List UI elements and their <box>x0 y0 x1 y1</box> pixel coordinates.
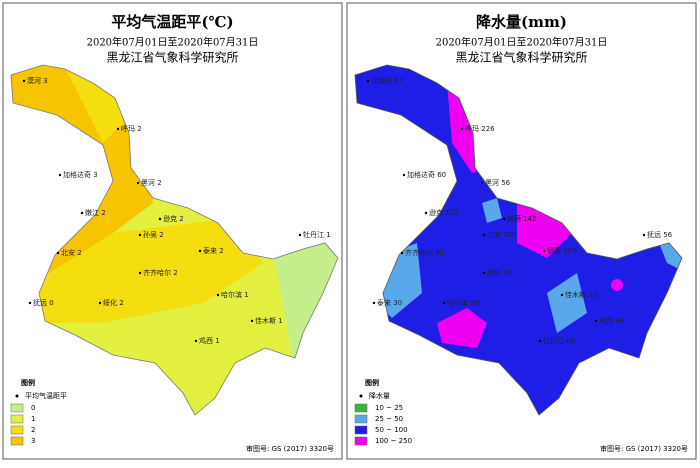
station-dot <box>482 233 486 237</box>
station-label: 加格达奇 60 <box>407 170 446 179</box>
station-label: 牡丹江 66 <box>543 336 576 345</box>
panel: 平均气温距平(℃) 2020年07月01日至2020年07月31日黑龙江省气象科学… <box>2 2 343 460</box>
station-dot <box>298 233 302 237</box>
title: 降水量(mm) <box>476 13 567 31</box>
station-label: 抚远 56 <box>647 230 673 239</box>
legend-label: 0 <box>31 404 35 412</box>
station-dot <box>198 249 202 253</box>
legend-swatch <box>10 414 24 424</box>
station-label: 泰来 2 <box>203 246 224 255</box>
legend-swatch <box>354 414 368 424</box>
legend-swatch <box>354 436 368 446</box>
station-dot <box>460 127 464 131</box>
legend-title: 图例 <box>21 378 35 387</box>
station-label: 哈尔滨 1 <box>221 290 249 299</box>
station-dot <box>502 217 506 221</box>
station-label: 齐齐哈尔 42 <box>405 248 444 257</box>
station-dot <box>402 173 406 177</box>
panel: 降水量(mm) 2020年07月01日至2020年07月31日黑龙江省气象科学研究… <box>346 2 697 460</box>
legend-dot <box>15 394 19 398</box>
date-range: 2020年07月01日至2020年07月31日 <box>436 36 608 49</box>
station-dot <box>400 251 404 255</box>
station-label: 抚远 0 <box>33 298 54 307</box>
legend-label: 50 ~ 100 <box>375 426 408 434</box>
legend-label: 25 ~ 50 <box>375 415 403 423</box>
station-dot <box>216 293 220 297</box>
organization: 黑龙江省气象科学研究所 <box>106 50 238 65</box>
station-dot <box>22 79 26 83</box>
station-label: 泰来 30 <box>377 298 402 307</box>
organization: 黑龙江省气象科学研究所 <box>455 50 587 65</box>
station-label: 北安 100 <box>487 230 517 239</box>
station-dot <box>482 271 486 275</box>
station-label: 哈尔滨 99 <box>447 298 479 307</box>
station-dot <box>136 181 140 185</box>
legend-swatch <box>354 403 368 413</box>
station-label: 绥化 47 <box>487 268 512 277</box>
station-label: 逊克 172 <box>429 208 459 217</box>
station-dot <box>138 271 142 275</box>
station-dot <box>594 319 598 323</box>
station-label: 嫩江 2 <box>85 208 106 217</box>
station-label: 佳木斯 72 <box>565 290 597 299</box>
date-range: 2020年07月01日至2020年07月31日 <box>87 36 259 49</box>
legend-label: 100 ~ 250 <box>375 437 412 445</box>
legend-label: 10 ~ 25 <box>375 404 403 412</box>
station-label: 漠河 3 <box>27 76 48 85</box>
station-dot <box>542 249 546 253</box>
review-number: 审图号: GS (2017) 3320号 <box>246 444 334 453</box>
legend-label: 3 <box>31 437 35 445</box>
legend-title: 图例 <box>365 378 379 387</box>
review-number: 审图号: GS (2017) 3320号 <box>600 444 688 453</box>
station-dot <box>442 301 446 305</box>
station-dot <box>80 211 84 215</box>
station-dot <box>538 339 542 343</box>
station-label: 逊克 2 <box>163 214 184 223</box>
station-dot <box>58 173 62 177</box>
legend-dot <box>359 394 363 398</box>
station-dot <box>250 319 254 323</box>
station-label: 呼玛 2 <box>121 124 142 133</box>
station-dot <box>642 233 646 237</box>
station-dot <box>480 181 484 185</box>
station-label: 鸡西 1 <box>199 336 220 345</box>
station-label: 孙吴 2 <box>143 230 164 239</box>
legend-swatch <box>10 425 24 435</box>
station-dot <box>194 339 198 343</box>
legend-swatch <box>10 403 24 413</box>
station-dot <box>560 293 564 297</box>
station-dot <box>56 251 60 255</box>
station-label: 北极村 67 <box>371 76 403 85</box>
legend-swatch <box>354 425 368 435</box>
station-label: 伊春 100 <box>547 246 577 255</box>
station-dot <box>366 79 370 83</box>
station-label: 绥化 2 <box>103 298 124 307</box>
legend-point: 降水量 <box>369 391 390 400</box>
station-dot <box>372 301 376 305</box>
station-label: 加格达奇 3 <box>63 170 98 179</box>
station-label: 呼玛 226 <box>465 124 495 133</box>
legend-point: 平均气温距平 <box>25 391 67 400</box>
station-label: 黑河 2 <box>141 179 162 187</box>
station-dot <box>28 301 32 305</box>
station-dot <box>424 211 428 215</box>
title: 平均气温距平(℃) <box>111 13 233 31</box>
station-label: 牡丹江 1 <box>303 230 331 239</box>
station-dot <box>138 233 142 237</box>
station-label: 齐齐哈尔 2 <box>143 268 178 277</box>
legend-label: 2 <box>31 426 35 434</box>
legend-label: 1 <box>31 415 35 423</box>
legend-swatch <box>10 436 24 446</box>
station-label: 黑河 56 <box>485 179 511 187</box>
station-label: 北安 2 <box>61 248 82 257</box>
station-label: 佳木斯 1 <box>255 316 283 325</box>
station-dot <box>98 301 102 305</box>
station-dot <box>158 217 162 221</box>
station-label: 嘉荫 145 <box>507 214 537 223</box>
station-dot <box>116 127 120 131</box>
station-label: 鸡西 34 <box>599 316 625 325</box>
